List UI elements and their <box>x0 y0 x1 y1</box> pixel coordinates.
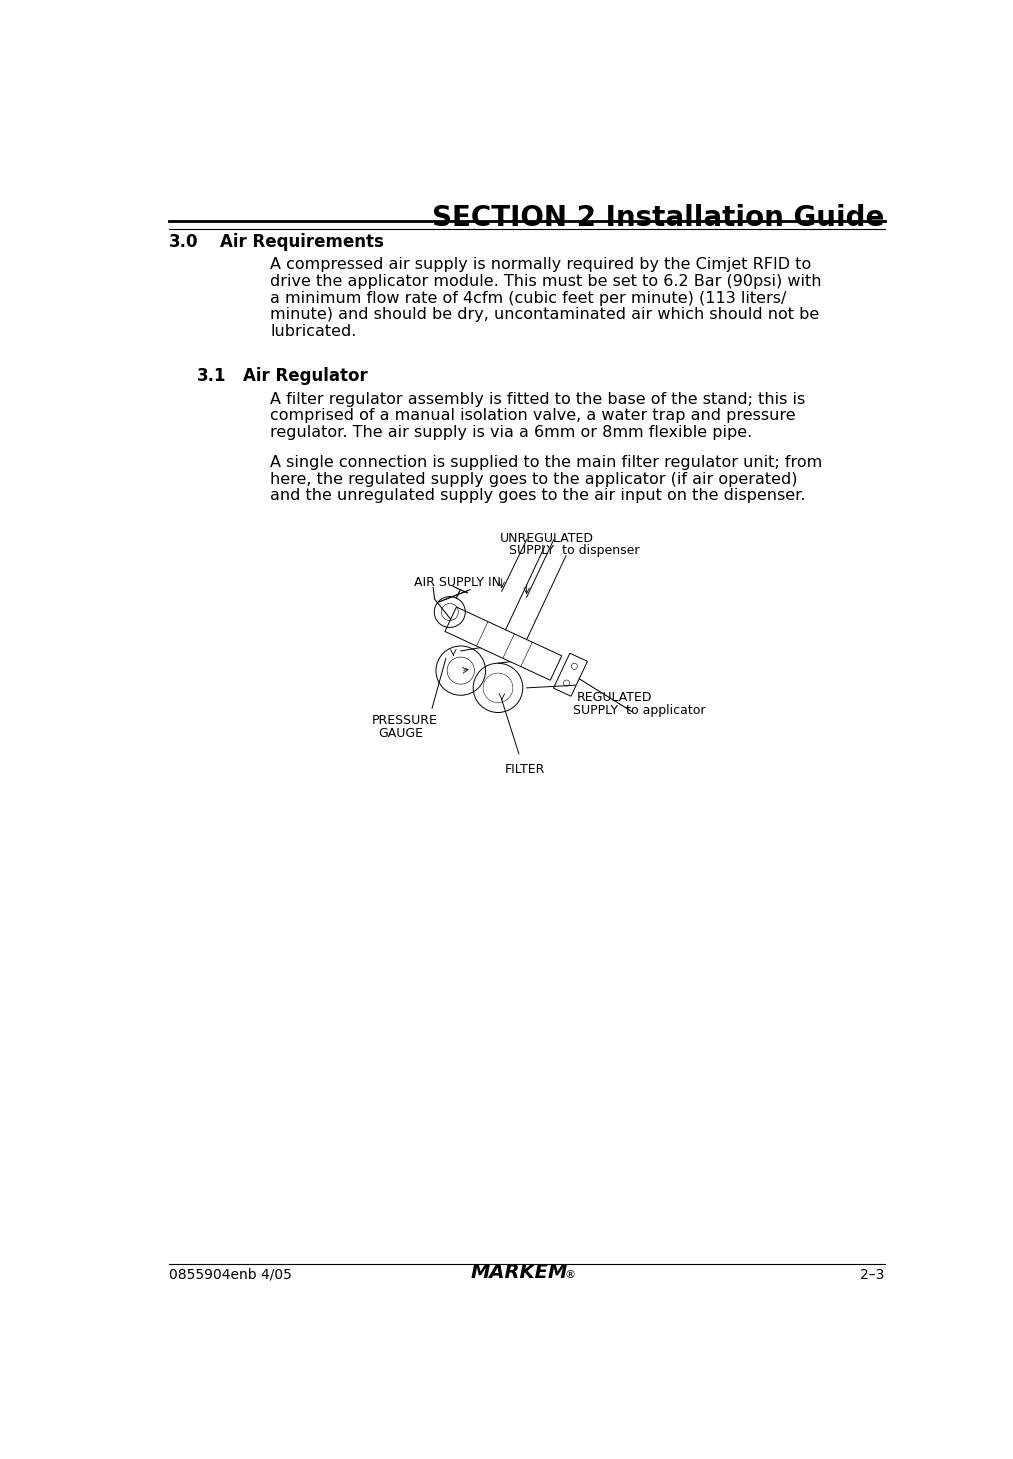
Text: 0855904enb 4/05: 0855904enb 4/05 <box>169 1268 292 1281</box>
Text: regulator. The air supply is via a 6mm or 8mm flexible pipe.: regulator. The air supply is via a 6mm o… <box>270 425 753 441</box>
Text: PRESSURE: PRESSURE <box>372 715 438 728</box>
Text: SUPPLY  to applicator: SUPPLY to applicator <box>573 705 706 716</box>
Text: GAUGE: GAUGE <box>378 727 422 740</box>
Text: Air Regulator: Air Regulator <box>243 368 368 385</box>
Text: AIR SUPPLY IN: AIR SUPPLY IN <box>414 576 501 589</box>
Text: ®: ® <box>564 1269 575 1280</box>
Text: SUPPLY  to dispenser: SUPPLY to dispenser <box>509 544 639 557</box>
Text: drive the applicator module. This must be set to 6.2 Bar (90psi) with: drive the applicator module. This must b… <box>270 274 822 289</box>
Text: minute) and should be dry, uncontaminated air which should not be: minute) and should be dry, uncontaminate… <box>270 308 820 322</box>
Text: UNREGULATED: UNREGULATED <box>499 533 594 546</box>
Text: A compressed air supply is normally required by the Cimjet RFID to: A compressed air supply is normally requ… <box>270 257 811 273</box>
Text: 3.1: 3.1 <box>197 368 226 385</box>
Text: MARKEM: MARKEM <box>470 1262 568 1281</box>
Text: 2–3: 2–3 <box>860 1268 884 1281</box>
Text: lubricated.: lubricated. <box>270 324 357 338</box>
Text: a minimum flow rate of 4cfm (cubic feet per minute) (113 liters/: a minimum flow rate of 4cfm (cubic feet … <box>270 290 786 305</box>
Text: SECTION 2 Installation Guide: SECTION 2 Installation Guide <box>433 204 884 232</box>
Text: here, the regulated supply goes to the applicator (if air operated): here, the regulated supply goes to the a… <box>270 471 797 487</box>
Text: REGULATED: REGULATED <box>577 692 652 705</box>
Text: comprised of a manual isolation valve, a water trap and pressure: comprised of a manual isolation valve, a… <box>270 409 795 423</box>
Text: Air Requirements: Air Requirements <box>220 233 384 251</box>
Text: A single connection is supplied to the main filter regulator unit; from: A single connection is supplied to the m… <box>270 455 823 470</box>
Text: FILTER: FILTER <box>504 763 545 776</box>
Text: and the unregulated supply goes to the air input on the dispenser.: and the unregulated supply goes to the a… <box>270 489 805 503</box>
Text: 3.0: 3.0 <box>169 233 199 251</box>
Text: A filter regulator assembly is fitted to the base of the stand; this is: A filter regulator assembly is fitted to… <box>270 392 805 407</box>
